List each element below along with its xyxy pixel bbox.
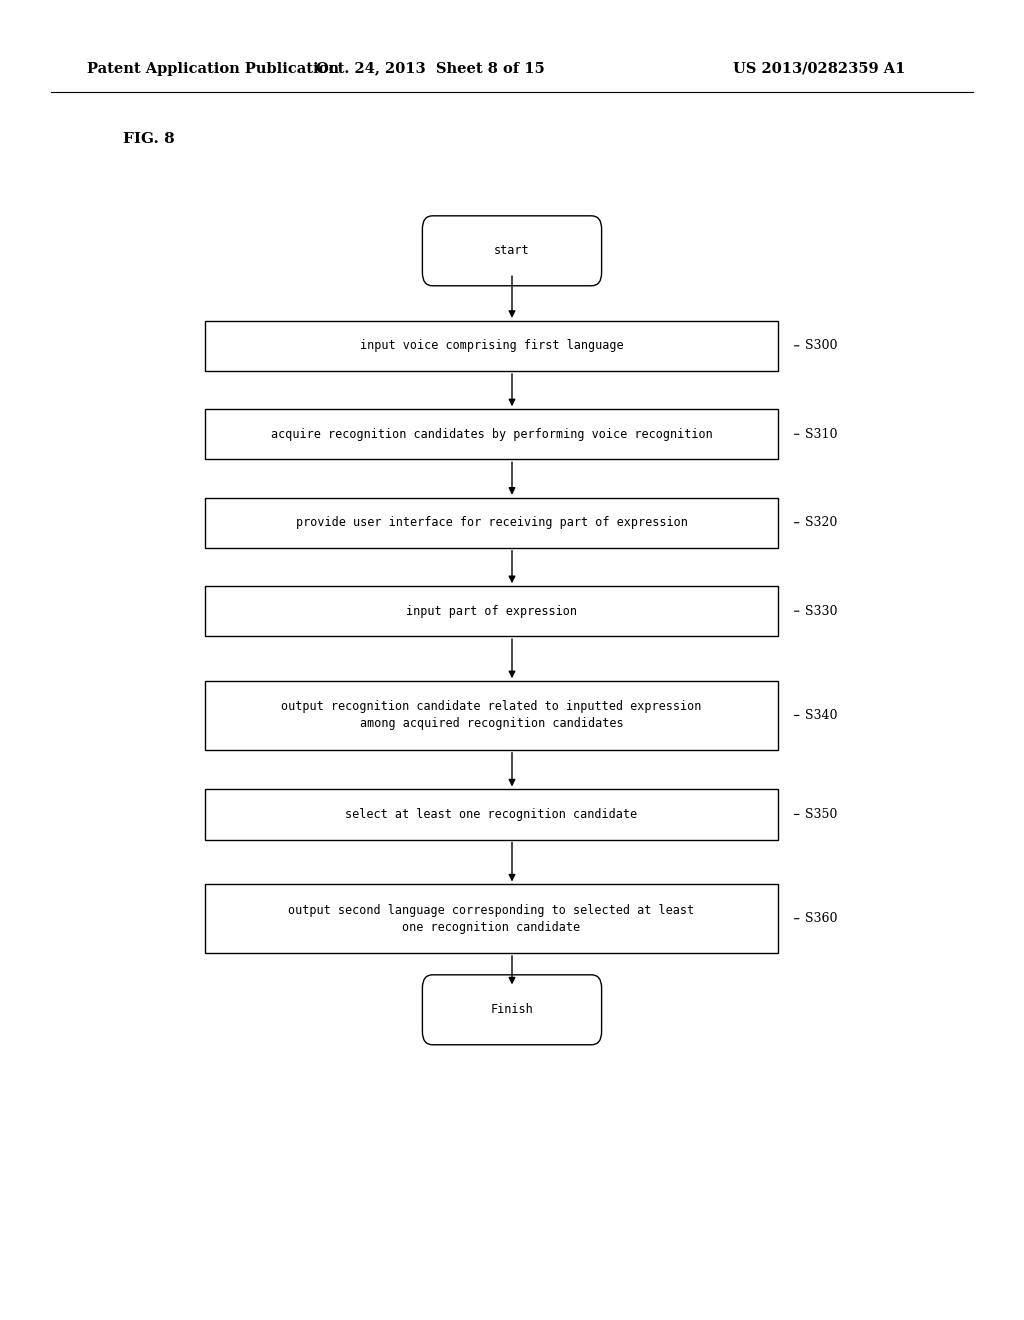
Text: output recognition candidate related to inputted expression
among acquired recog: output recognition candidate related to … bbox=[282, 701, 701, 730]
Bar bbox=[205, 498, 778, 548]
Text: S330: S330 bbox=[805, 605, 838, 618]
FancyBboxPatch shape bbox=[422, 974, 601, 1045]
Bar bbox=[205, 884, 778, 953]
Text: acquire recognition candidates by performing voice recognition: acquire recognition candidates by perfor… bbox=[270, 428, 713, 441]
Text: S350: S350 bbox=[805, 808, 838, 821]
Text: US 2013/0282359 A1: US 2013/0282359 A1 bbox=[733, 62, 905, 75]
Text: select at least one recognition candidate: select at least one recognition candidat… bbox=[345, 808, 638, 821]
Bar bbox=[205, 789, 778, 840]
Text: start: start bbox=[495, 244, 529, 257]
Bar bbox=[205, 681, 778, 750]
Bar bbox=[205, 409, 778, 459]
Text: S320: S320 bbox=[805, 516, 838, 529]
FancyBboxPatch shape bbox=[422, 215, 601, 286]
Text: Patent Application Publication: Patent Application Publication bbox=[87, 62, 339, 75]
Text: S300: S300 bbox=[805, 339, 838, 352]
Text: input part of expression: input part of expression bbox=[407, 605, 577, 618]
Text: S360: S360 bbox=[805, 912, 838, 925]
Text: S310: S310 bbox=[805, 428, 838, 441]
Bar bbox=[205, 321, 778, 371]
Text: provide user interface for receiving part of expression: provide user interface for receiving par… bbox=[296, 516, 687, 529]
Text: Finish: Finish bbox=[490, 1003, 534, 1016]
Text: FIG. 8: FIG. 8 bbox=[123, 132, 175, 145]
Bar bbox=[205, 586, 778, 636]
Text: input voice comprising first language: input voice comprising first language bbox=[359, 339, 624, 352]
Text: S340: S340 bbox=[805, 709, 838, 722]
Text: output second language corresponding to selected at least
one recognition candid: output second language corresponding to … bbox=[289, 904, 694, 933]
Text: Oct. 24, 2013  Sheet 8 of 15: Oct. 24, 2013 Sheet 8 of 15 bbox=[315, 62, 545, 75]
